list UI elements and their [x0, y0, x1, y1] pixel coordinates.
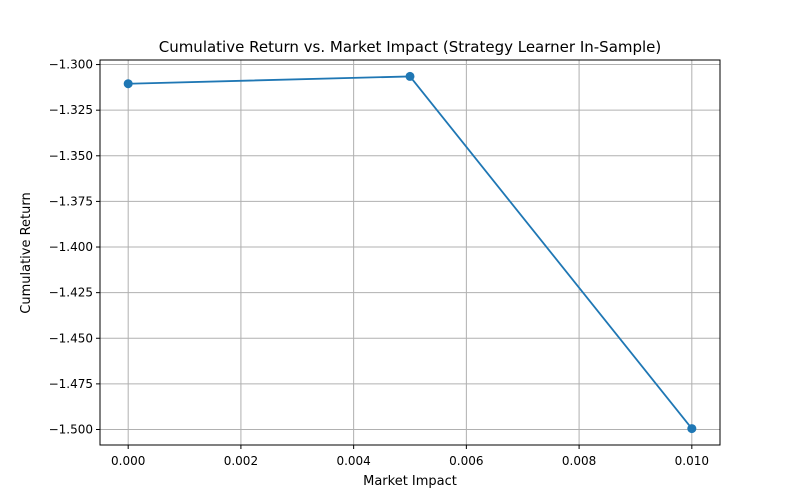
y-axis: −1.300 −1.325 −1.350 −1.375 −1.400 −1.425 −1.4… [49, 58, 100, 436]
y-tick-label: −1.500 [49, 422, 93, 436]
data-point [123, 79, 133, 89]
series-layer [123, 71, 697, 434]
chart-title: Cumulative Return vs. Market Impact (Str… [159, 38, 662, 56]
grid-lines [100, 60, 720, 445]
y-tick-label: −1.325 [49, 103, 93, 117]
y-tick-label: −1.375 [49, 194, 93, 208]
y-tick-label: −1.475 [49, 377, 93, 391]
y-tick-label: −1.400 [49, 240, 93, 254]
x-axis-label: Market Impact [363, 474, 457, 489]
x-tick-label: 0.006 [449, 454, 483, 468]
x-tick-label: 0.008 [562, 454, 596, 468]
y-tick-label: −1.350 [49, 149, 93, 163]
plot-frame [99, 59, 721, 446]
x-tick-label: 0.000 [111, 454, 145, 468]
x-axis: 0.000 0.002 0.004 0.006 0.008 0.010 [111, 445, 709, 468]
x-tick-label: 0.002 [224, 454, 258, 468]
y-tick-label: −1.425 [49, 286, 93, 300]
y-tick-label: −1.300 [49, 58, 93, 72]
data-point [405, 71, 415, 81]
x-tick-label: 0.004 [336, 454, 370, 468]
x-tick-label: 0.010 [675, 454, 709, 468]
data-point [687, 424, 697, 434]
y-tick-label: −1.450 [49, 331, 93, 345]
y-axis-label: Cumulative Return [19, 192, 34, 313]
